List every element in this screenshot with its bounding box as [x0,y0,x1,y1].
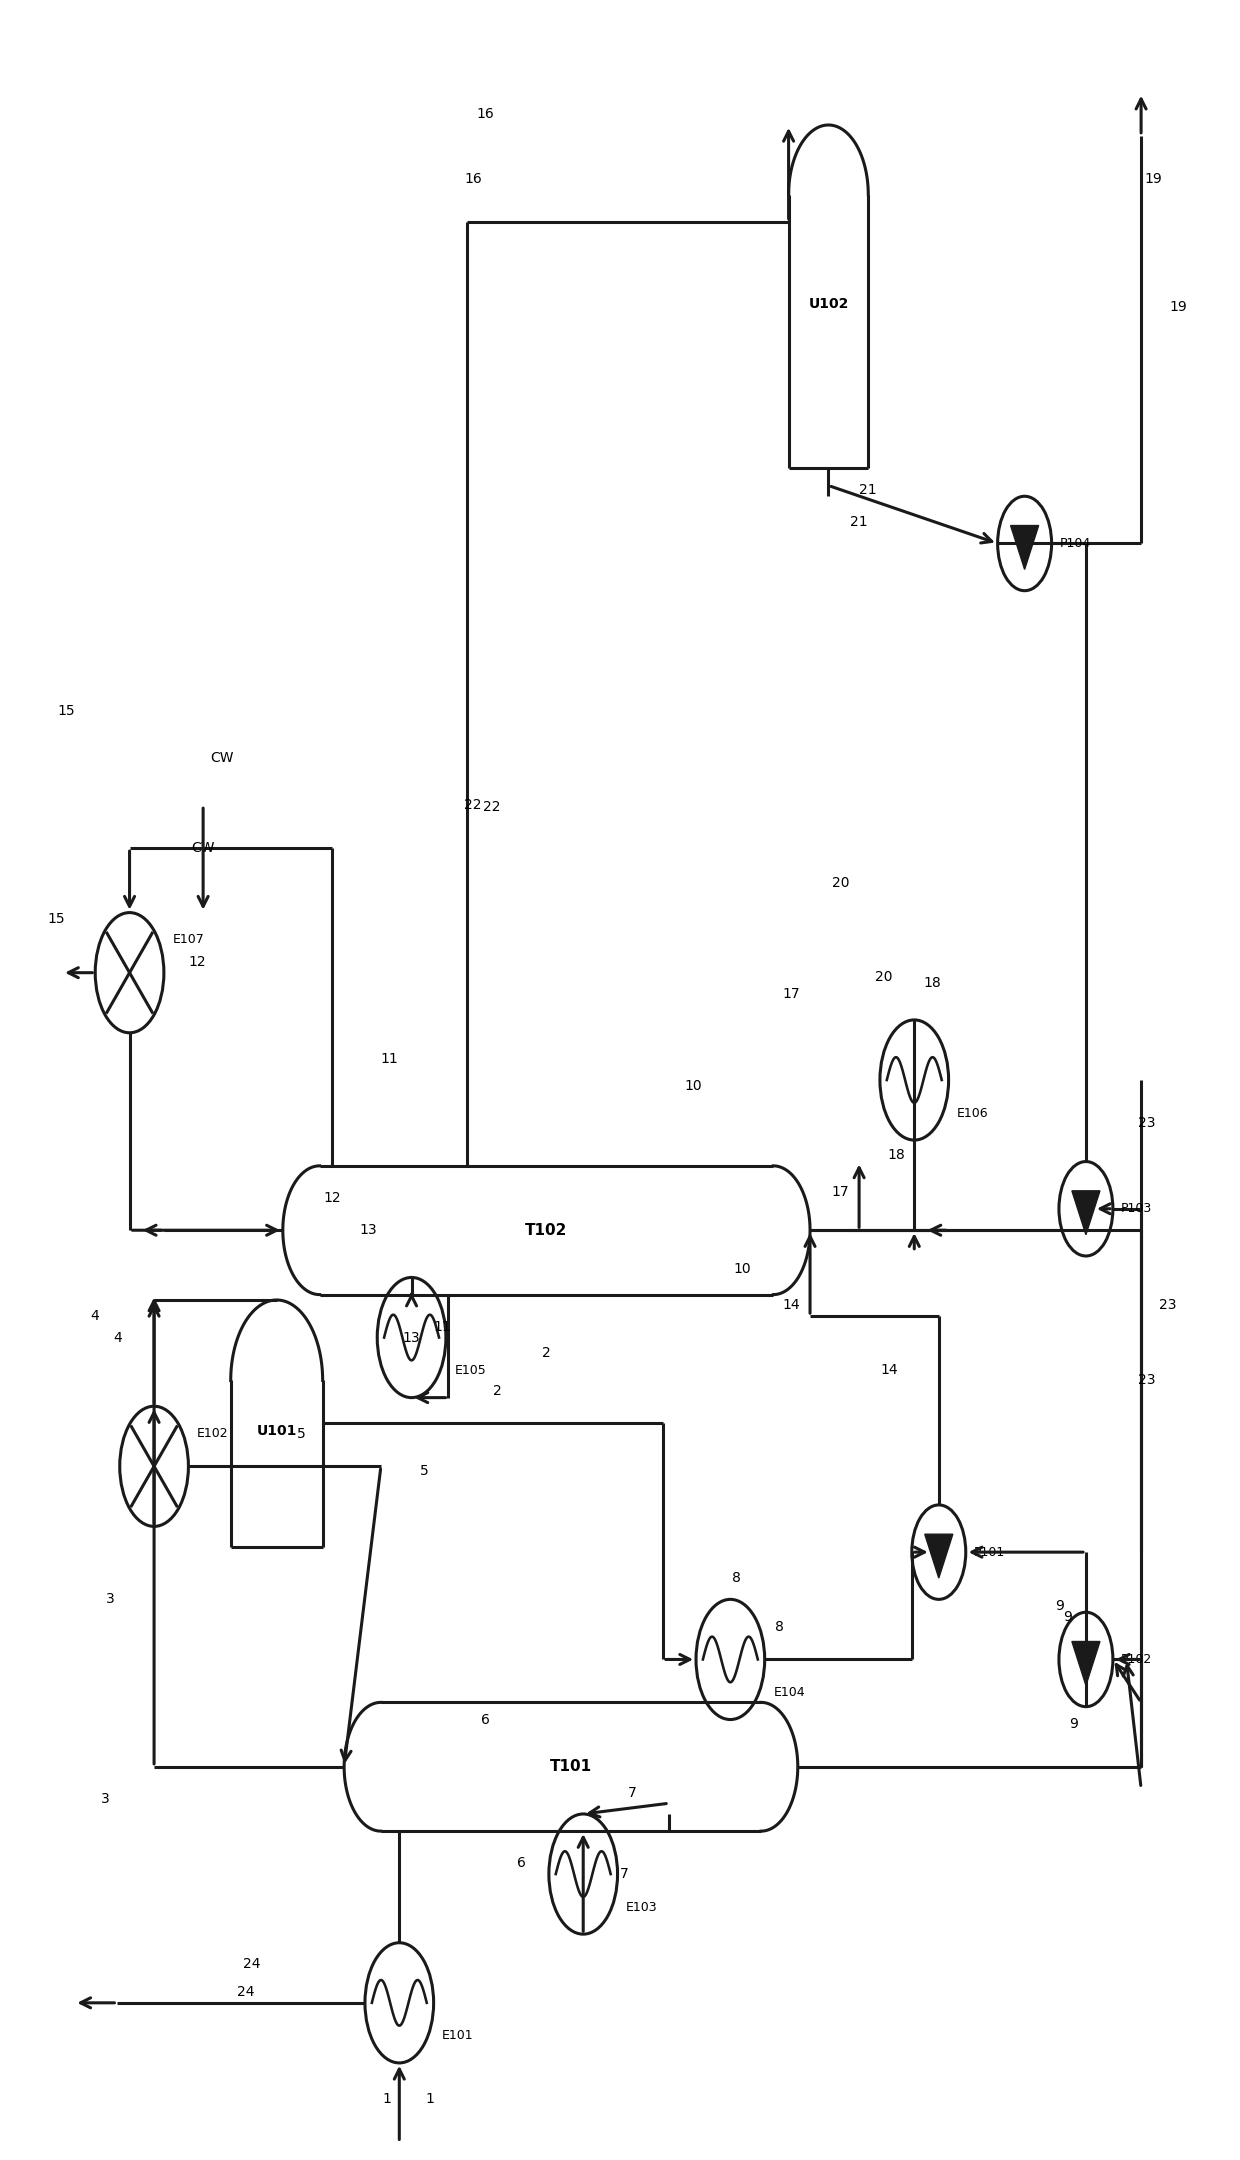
Text: 1: 1 [425,2093,434,2106]
Text: 19: 19 [1145,171,1162,186]
Text: 3: 3 [107,1592,115,1607]
Polygon shape [1071,1642,1100,1685]
Text: T102: T102 [526,1223,568,1238]
Text: 4: 4 [91,1309,99,1324]
Text: 9: 9 [1055,1598,1064,1614]
Text: 11: 11 [381,1052,398,1065]
Text: 2: 2 [542,1346,551,1359]
Text: P104: P104 [1060,538,1091,551]
Text: E106: E106 [957,1106,988,1119]
Text: E107: E107 [172,933,205,946]
Text: E105: E105 [455,1365,486,1378]
Text: 22: 22 [464,799,481,812]
Text: 24: 24 [237,1985,254,2000]
Text: 15: 15 [47,912,64,927]
Text: 17: 17 [782,987,801,1000]
Text: 1: 1 [383,2093,392,2106]
Text: 18: 18 [887,1149,905,1162]
Text: 19: 19 [1169,300,1187,315]
Text: 7: 7 [620,1866,629,1881]
Text: 9: 9 [1063,1609,1071,1624]
Text: E103: E103 [626,1901,657,1914]
Text: 7: 7 [627,1786,636,1799]
Text: P101: P101 [973,1547,1006,1560]
Text: 23: 23 [1138,1117,1156,1130]
Text: 20: 20 [832,875,849,890]
Text: 20: 20 [875,970,893,985]
Text: U101: U101 [257,1423,296,1439]
Text: 22: 22 [482,801,500,814]
Text: E104: E104 [774,1687,805,1700]
Text: 8: 8 [775,1620,784,1635]
Text: E101: E101 [443,2030,474,2043]
Text: 5: 5 [419,1464,428,1477]
Text: 21: 21 [851,514,868,529]
Text: 14: 14 [880,1363,899,1376]
Polygon shape [1011,525,1039,570]
Text: 4: 4 [113,1331,122,1344]
Text: 6: 6 [481,1713,490,1726]
Text: 9: 9 [1069,1717,1078,1730]
Text: 14: 14 [782,1298,801,1313]
Text: 18: 18 [924,976,941,991]
Text: CW: CW [191,840,215,855]
Text: 8: 8 [732,1570,742,1585]
Text: 16: 16 [476,108,494,121]
Text: 12: 12 [188,955,206,970]
Text: T101: T101 [549,1758,591,1773]
Text: 13: 13 [403,1331,420,1344]
Text: 10: 10 [734,1261,751,1277]
Text: 21: 21 [859,484,877,497]
Text: P103: P103 [1121,1203,1152,1216]
Text: P102: P102 [1121,1652,1152,1665]
Text: E102: E102 [197,1428,228,1441]
Text: U102: U102 [808,296,848,311]
Text: 24: 24 [243,1957,260,1972]
Text: 10: 10 [684,1080,702,1093]
Polygon shape [1071,1190,1100,1236]
Text: 15: 15 [57,704,74,717]
Text: 16: 16 [464,171,482,186]
Text: 23: 23 [1138,1374,1156,1387]
Text: 17: 17 [832,1184,849,1199]
Text: 12: 12 [324,1190,341,1205]
Text: 11: 11 [433,1320,451,1335]
Text: 3: 3 [100,1793,109,1806]
Text: 13: 13 [360,1223,377,1238]
Text: CW: CW [210,752,233,765]
Text: 6: 6 [517,1855,526,1871]
Polygon shape [925,1534,952,1579]
Text: 23: 23 [1159,1298,1177,1313]
Text: 2: 2 [494,1385,502,1398]
Text: 5: 5 [296,1428,305,1441]
